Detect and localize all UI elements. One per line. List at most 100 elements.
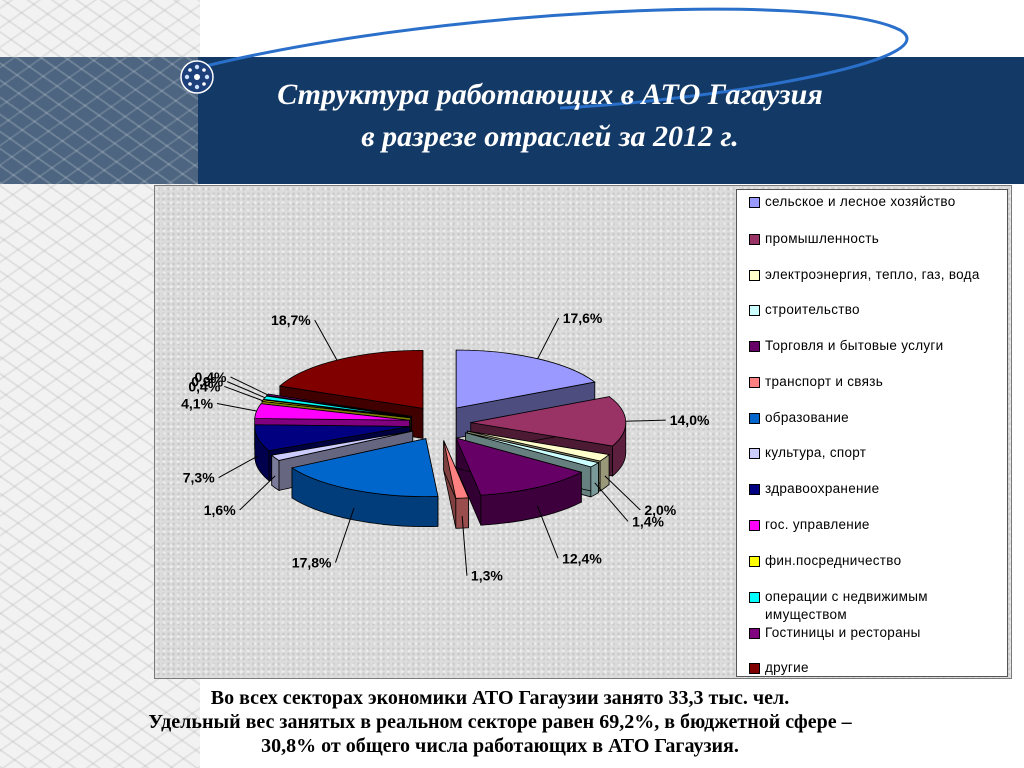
legend-swatch <box>749 341 760 352</box>
legend-swatch <box>749 377 760 388</box>
pie-slice-top <box>455 349 596 409</box>
pie-leader-line <box>216 402 257 412</box>
pie-leader-line <box>594 482 629 522</box>
globe-logo-icon <box>180 60 214 94</box>
pie-slice <box>443 440 470 529</box>
pie-data-label: 17,8% <box>292 555 332 571</box>
legend-item: операции с недвижимым имуществом <box>749 588 1001 624</box>
legend-label: Торговля и бытовые услуги <box>765 338 944 353</box>
legend-item: фин.посредничество <box>749 552 1001 570</box>
legend-item: электроэнергия, тепло, газ, вода <box>749 266 1001 284</box>
legend-swatch <box>749 270 760 281</box>
page-title: Структура работающих в АТО Гагаузия в ра… <box>165 74 935 158</box>
pie-data-label: 1,4% <box>632 513 664 529</box>
legend-swatch <box>749 305 760 316</box>
legend-label: другие <box>765 660 809 675</box>
pie-slice-top <box>254 424 410 452</box>
legend-label: образование <box>765 410 849 425</box>
pie-data-label: 0,9% <box>191 374 223 390</box>
legend-label: промышленность <box>765 231 880 246</box>
legend-label: культура, спорт <box>765 445 867 460</box>
chart-legend: сельское и лесное хозяйство промышленност… <box>736 189 1008 677</box>
pie-leader-line <box>335 507 355 563</box>
pie-data-label: 0,4% <box>195 369 227 385</box>
pie-slice-top <box>467 430 610 462</box>
pie-slice-top <box>254 403 410 421</box>
pie-slice-top <box>290 438 439 497</box>
pie-leader-line <box>625 419 666 422</box>
legend-item: сельское и лесное хозяйство <box>749 193 1001 211</box>
legend-swatch <box>749 484 760 495</box>
legend-item: гос. управление <box>749 516 1001 534</box>
pie-leader-line <box>230 376 268 396</box>
legend-label: Гостиницы и рестораны <box>765 625 921 640</box>
pie-data-label: 17,6% <box>563 310 603 326</box>
legend-item: промышленность <box>749 230 1001 248</box>
pie-data-label: 1,3% <box>471 568 503 584</box>
legend-item: здравоохранение <box>749 480 1001 498</box>
pie-leader-line <box>227 381 266 399</box>
pie-leader-line <box>224 385 263 402</box>
pie-slice-top <box>270 430 413 461</box>
pie-slice <box>455 437 583 526</box>
title-band-pattern <box>0 57 198 184</box>
legend-item: Гостиницы и рестораны <box>749 624 1001 642</box>
legend-item: другие <box>749 659 1001 677</box>
title-line-2: в разрезе отраслей за 2012 г. <box>361 120 739 153</box>
legend-swatch <box>749 520 760 531</box>
pie-leader-line <box>604 475 641 511</box>
legend-label: электроэнергия, тепло, газ, вода <box>765 267 980 282</box>
legend-item: культура, спорт <box>749 444 1001 462</box>
legend-swatch <box>749 663 760 674</box>
legend-swatch <box>749 448 760 459</box>
title-line-1: Структура работающих в АТО Гагаузия <box>277 78 823 111</box>
summary-text: Во всех секторах экономики АТО Гагаузии … <box>30 686 970 758</box>
pie-slice <box>290 438 439 527</box>
pie-leader-line <box>218 455 259 478</box>
pie-leader-line <box>239 475 276 511</box>
legend-item: строительство <box>749 301 1001 319</box>
pie-leader-line <box>314 319 338 361</box>
legend-swatch <box>749 413 760 424</box>
pie-slice-side <box>271 454 280 492</box>
pie-slice-side <box>455 497 469 529</box>
pie-data-label: 18,7% <box>271 312 311 328</box>
legend-label: фин.посредничество <box>765 553 902 568</box>
legend-swatch <box>749 234 760 245</box>
legend-item: образование <box>749 409 1001 427</box>
summary-line-1: Во всех секторах экономики АТО Гагаузии … <box>210 687 790 709</box>
pie-leader-line <box>537 317 560 359</box>
pie-data-label: 7,3% <box>183 470 215 486</box>
pie-slice-top <box>262 395 412 418</box>
pie-data-label: 4,1% <box>181 395 213 411</box>
legend-label: транспорт и связь <box>765 374 884 389</box>
pie-slice-top <box>443 440 470 499</box>
legend-label: гос. управление <box>765 517 870 532</box>
summary-line-2: Удельный вес занятых в реальном секторе … <box>148 711 852 733</box>
pie-slice-top <box>278 349 424 409</box>
decorative-arc <box>189 7 909 110</box>
pie-data-label: 0,4% <box>188 378 220 394</box>
pie-leader-line <box>461 516 468 576</box>
legend-item: Торговля и бытовые услуги <box>749 337 1001 355</box>
legend-swatch <box>749 556 760 567</box>
legend-label: сельское и лесное хозяйство <box>765 194 956 209</box>
pie-slice-top <box>455 437 583 496</box>
legend-label: здравоохранение <box>765 481 880 496</box>
pie-data-label: 1,6% <box>204 502 236 518</box>
legend-label: строительство <box>765 302 860 317</box>
pie-data-label: 2,0% <box>644 502 676 518</box>
legend-swatch <box>749 197 760 208</box>
legend-item: транспорт и связь <box>749 373 1001 391</box>
legend-label: операции с недвижимым имуществом <box>765 589 928 622</box>
pie-slice-side <box>590 461 599 498</box>
pie-slice-top <box>261 399 411 419</box>
summary-line-3: 30,8% от общего числа работающих в АТО Г… <box>261 735 739 757</box>
pie-slice-top <box>266 393 412 417</box>
legend-swatch <box>749 592 760 603</box>
legend-swatch <box>749 628 760 639</box>
pie-data-label: 12,4% <box>562 550 602 566</box>
pie-slice-top <box>465 432 600 468</box>
pie-data-label: 14,0% <box>670 412 710 428</box>
pie-leader-line <box>536 505 559 559</box>
